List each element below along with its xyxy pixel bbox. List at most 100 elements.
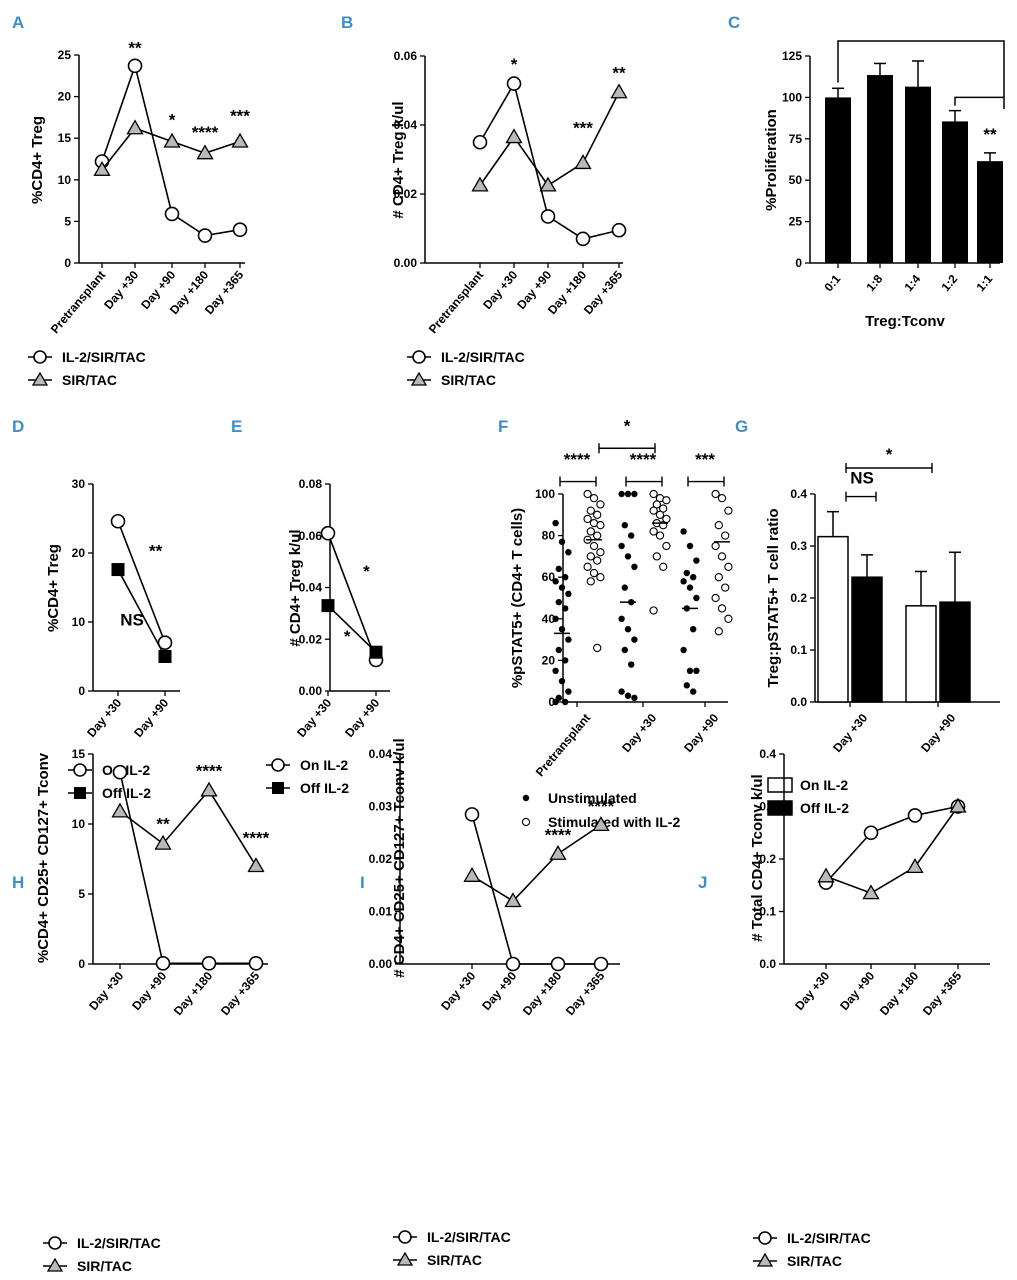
data-point [717,552,727,561]
bracket-pair [954,96,1005,109]
data-point [575,231,591,247]
data-point [596,500,605,509]
significance-label: *** [573,119,593,138]
data-point [163,132,181,148]
significance-label: **** [196,761,223,780]
data-point [711,489,720,499]
y-tick-label: 0.06 [394,49,418,63]
y-tick-label: 125 [782,49,802,63]
legend-marker [73,763,87,777]
data-point [680,646,687,654]
data-point [863,825,879,841]
significance-label: ** [156,815,170,834]
x-tick-label: 1:1 [973,272,995,295]
data-point [200,781,218,797]
data-point [583,514,592,524]
legend-label: On IL-2 [300,757,348,773]
significance-label: * [511,55,518,74]
x-tick-label: Day +365 [581,268,626,317]
data-point [93,161,111,176]
significance-label: **** [243,829,270,848]
y-axis-label: # Total CD4+ Tconv k/ul [749,774,766,941]
data-point [589,541,599,551]
data-point [552,578,559,585]
data-point [631,694,638,702]
x-tick-label: 0:1 [821,272,843,295]
y-tick-label: 0 [78,684,85,698]
y-tick-label: 25 [789,215,803,229]
series-Off IL-2 [111,563,172,663]
y-axis-label: # CD4+ CD25+ CD127+ Tconv k/ul [391,738,408,977]
data-point [154,834,172,850]
data-point [565,636,572,643]
legend-label: IL-2/SIR/TAC [441,349,525,365]
legend-label: IL-2/SIR/TAC [427,1229,511,1245]
legend-label: IL-2/SIR/TAC [62,349,146,365]
y-tick-label: 10 [72,817,86,831]
series-On IL-2 [817,510,937,703]
data-point [555,598,562,606]
legend-marker [396,1251,414,1266]
data-point [693,594,700,602]
data-point [558,626,566,633]
series-line [117,569,166,657]
panel-label: A [12,13,24,32]
x-tick-label: Day +180 [171,969,216,1018]
y-tick-label: 0.06 [299,529,323,543]
y-tick-label: 0.00 [299,684,323,698]
data-point [949,797,967,813]
x-tick-label: Day +30 [792,969,832,1013]
data-point [628,532,635,539]
x-tick-label: Day +90 [918,711,958,755]
y-tick-label: 50 [789,173,803,187]
series-SIR/TAC [817,797,967,900]
data-point [662,496,671,505]
data-point [686,667,694,674]
y-tick-label: 0.4 [759,747,776,761]
series-SIR/TAC [463,816,610,908]
y-tick-label: 20 [542,653,556,667]
legend-A: IL-2/SIR/TAC SIR/TAC [28,349,146,388]
data-point [683,569,690,577]
legend-label: Off IL-2 [102,785,151,801]
data-point [589,494,599,503]
data-point [111,563,125,577]
data-point [907,808,923,823]
legend-I: IL-2/SIR/TAC SIR/TAC [393,1229,511,1268]
data-point [621,522,628,529]
legend-J: IL-2/SIR/TAC SIR/TAC [753,1230,871,1269]
data-point [655,510,665,519]
significance-label: **** [192,123,219,142]
data-point [862,884,880,900]
significance-label: * [344,627,351,646]
y-tick-label: 0.3 [759,800,776,814]
significance-label: **** [545,826,572,845]
data-point [593,643,602,653]
y-tick-label: 0 [548,695,555,709]
panel-G: 0.0 0.1 0.2 0.3 0.4 Treg:pSTAT5+ T cell ratio… [735,417,1000,755]
data-point [611,222,627,238]
panel-label: J [698,873,707,892]
data-point [593,956,609,972]
y-axis-label: # CD4+ Treg k/ul [287,529,304,646]
panel-F: 0 20 40 60 80 100 %pSTAT5+ (CD4+ T cells) F Pret… [498,417,733,779]
y-axis-label: # CD4+ Treg k/ul [390,101,407,218]
legend-swatch [767,777,793,793]
data-point [589,568,599,578]
series-On IL-2 [110,513,173,651]
x-tick-label: 1:8 [863,272,885,295]
series-line [327,532,377,661]
series-line [327,605,377,653]
panel-E: 0.00 0.02 0.04 0.06 0.08 # CD4+ Treg k/ul E Day… [231,417,390,740]
x-tick-label: 1:2 [938,272,960,295]
series-line [119,789,257,867]
significance-label: *** [230,107,250,126]
series-SIR/TAC [93,119,249,176]
y-tick-label: 15 [72,747,86,761]
data-point [618,542,625,550]
y-tick-label: 0.2 [759,852,776,866]
bar [825,97,851,264]
data-point [558,584,566,591]
bar [942,121,968,263]
